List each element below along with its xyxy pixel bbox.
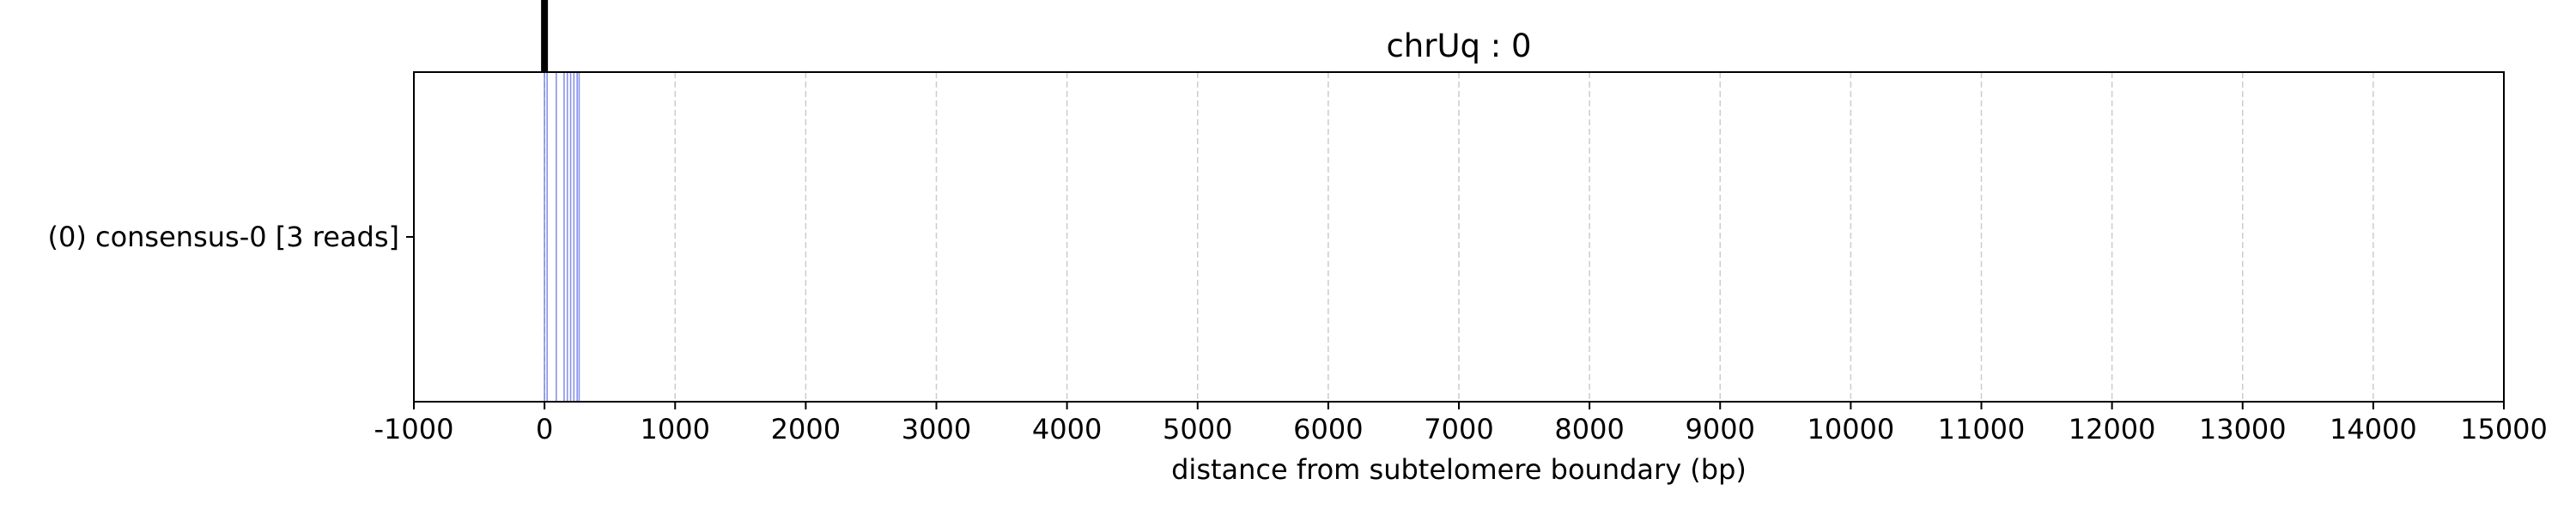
x-tick-label: 0: [536, 413, 553, 445]
y-tick-label: (0) consensus-0 [3 reads]: [47, 221, 399, 253]
y-axis: (0) consensus-0 [3 reads]: [47, 221, 414, 253]
x-tick-label: 7000: [1424, 413, 1493, 445]
x-tick-label: 15000: [2460, 413, 2548, 445]
read-marks: [544, 72, 580, 402]
x-tick-label: 14000: [2330, 413, 2417, 445]
x-tick-label: 13000: [2199, 413, 2287, 445]
x-tick-label: 10000: [1807, 413, 1894, 445]
x-tick-label: 6000: [1293, 413, 1363, 445]
x-tick-label: 1000: [641, 413, 710, 445]
x-tick-label: 11000: [1938, 413, 2026, 445]
x-tick-label: 4000: [1032, 413, 1102, 445]
chart-title: chrUq : 0: [1386, 27, 1531, 64]
x-tick-label: -1000: [374, 413, 454, 445]
x-tick-label: 3000: [902, 413, 971, 445]
x-tick-label: 8000: [1554, 413, 1624, 445]
x-axis: -1000 0 1000 2000 3000 4000 5000 6000 7000 8000 90…: [374, 402, 2548, 445]
x-tick-label: 9000: [1686, 413, 1755, 445]
x-tick-label: 2000: [771, 413, 841, 445]
vertical-grid: [544, 72, 2374, 402]
x-tick-label: 12000: [2069, 413, 2156, 445]
x-tick-label: 5000: [1163, 413, 1232, 445]
x-axis-label: distance from subtelomere boundary (bp): [1171, 453, 1747, 486]
